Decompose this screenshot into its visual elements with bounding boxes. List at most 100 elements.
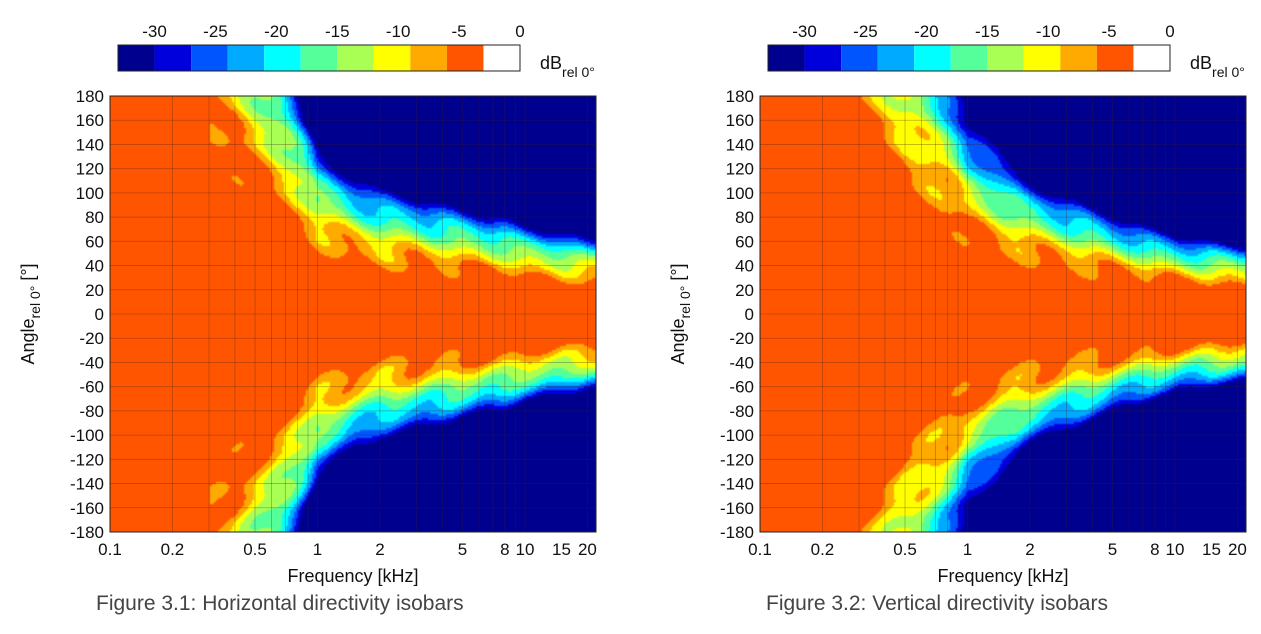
y-tick-label: -60 <box>729 378 754 397</box>
colorbar-label-sub: rel 0° <box>562 64 595 80</box>
isobar-heatmap <box>110 96 596 532</box>
y-tick-label: 120 <box>726 160 754 179</box>
y-axis-title: Anglerel 0° [°] <box>18 263 43 364</box>
colorbar-segment <box>191 45 228 71</box>
y-tick-label: 100 <box>76 184 104 203</box>
y-tick-label: -120 <box>70 450 104 469</box>
y-tick-label: -80 <box>729 402 754 421</box>
y-tick-label: 160 <box>76 111 104 130</box>
colorbar: -30 -25 -20 -15 -10 -5 0 dBrel 0° <box>767 22 1245 80</box>
colorbar-tick-label: 0 <box>1165 22 1174 41</box>
y-tick-label: 120 <box>76 160 104 179</box>
colorbar-segment <box>804 45 842 71</box>
y-tick-label: 20 <box>85 281 104 300</box>
x-axis-title: Frequency [kHz] <box>937 566 1068 586</box>
vertical-directivity-figure: 180 160 140 120 100 80 60 40 20 0 -20 -40 -60 -80 -100… <box>650 0 1261 634</box>
y-tick-label: 80 <box>85 208 104 227</box>
colorbar-segment <box>877 45 915 71</box>
y-axis-title-main: Angle <box>668 319 688 365</box>
figure-caption: Figure 3.2: Vertical directivity isobars <box>766 592 1108 615</box>
colorbar-label: dBrel 0° <box>1190 53 1245 80</box>
colorbar-label-sub: rel 0° <box>1212 64 1245 80</box>
y-axis-title: Anglerel 0° [°] <box>668 263 693 364</box>
y-tick-label: 60 <box>85 232 104 251</box>
x-tick-label: 1 <box>963 540 972 559</box>
x-tick-label: 20 <box>1228 540 1247 559</box>
colorbar-segment <box>950 45 988 71</box>
vertical-directivity-chart: 180160140120100806040200-20-40-60-80-100… <box>668 22 1247 586</box>
x-tick-label: 0.1 <box>748 540 772 559</box>
colorbar-segment <box>410 45 447 71</box>
colorbar-frame <box>117 44 521 72</box>
y-axis-title-unit: [°] <box>18 263 38 285</box>
y-axis-title-sub: rel 0° <box>27 286 43 319</box>
horizontal-directivity-chart: 180160140120100806040200-20-40-60-80-100… <box>18 22 597 586</box>
y-tick-label: 100 <box>726 184 754 203</box>
colorbar-label-main: dB <box>1190 53 1212 73</box>
x-tick-label: 0.5 <box>243 540 267 559</box>
x-tick-label: 2 <box>375 540 384 559</box>
y-tick-label: -20 <box>729 329 754 348</box>
x-tick-label: 5 <box>458 540 467 559</box>
colorbar-tick-label: -25 <box>203 22 228 41</box>
colorbar-tick-label: -15 <box>325 22 350 41</box>
x-tick-label: 15 <box>1202 540 1221 559</box>
y-tick-label: -180 <box>70 523 104 542</box>
y-tick-label: 180 <box>726 87 754 106</box>
colorbar-segment <box>987 45 1024 71</box>
y-tick-label: 40 <box>85 257 104 276</box>
y-tick-label: -140 <box>70 475 104 494</box>
colorbar-segment <box>154 45 192 71</box>
colorbar-segment <box>1023 45 1061 71</box>
isobar-heatmap <box>760 96 1246 532</box>
y-tick-label: 180 <box>76 87 104 106</box>
colorbar-tick-label: -30 <box>792 22 817 41</box>
colorbar-segment <box>1096 45 1134 71</box>
x-tick-label: 0.2 <box>161 540 185 559</box>
colorbar-label: dBrel 0° <box>540 53 595 80</box>
y-tick-label: -40 <box>729 353 754 372</box>
x-axis-title: Frequency [kHz] <box>287 566 418 586</box>
x-tick-label: 15 <box>552 540 571 559</box>
y-tick-label: -80 <box>79 402 104 421</box>
colorbar-tick-label: -5 <box>452 22 467 41</box>
y-tick-label: -40 <box>79 353 104 372</box>
y-tick-label: 40 <box>735 257 754 276</box>
y-axis-title-sub: rel 0° <box>677 286 693 319</box>
y-axis-title-main: Angle <box>18 319 38 365</box>
y-tick-label: -100 <box>720 426 754 445</box>
y-tick-label: -180 <box>720 523 754 542</box>
colorbar-tick-label: -10 <box>1036 22 1061 41</box>
figure-caption: Figure 3.1: Horizontal directivity isoba… <box>96 592 464 615</box>
y-tick-label: 80 <box>735 208 754 227</box>
colorbar-segment <box>446 45 484 71</box>
plot-frame <box>759 95 1247 533</box>
colorbar-segment <box>227 45 265 71</box>
x-tick-label: 2 <box>1025 540 1034 559</box>
colorbar-segment <box>1060 45 1097 71</box>
y-tick-label: -160 <box>70 499 104 518</box>
colorbar-label-main: dB <box>540 53 562 73</box>
y-tick-label: 160 <box>726 111 754 130</box>
colorbar-tick-label: -5 <box>1102 22 1117 41</box>
colorbar-segment <box>914 45 951 71</box>
x-tick-label: 10 <box>515 540 534 559</box>
colorbar-segment <box>768 45 805 71</box>
y-tick-label: 0 <box>95 305 104 324</box>
colorbar-segment <box>373 45 411 71</box>
x-tick-label: 0.5 <box>893 540 917 559</box>
colorbar-tick-label: -25 <box>853 22 878 41</box>
colorbar: -30 -25 -20 -15 -10 -5 0 dBrel 0° <box>117 22 595 80</box>
x-tick-label: 10 <box>1165 540 1184 559</box>
colorbar-tick-label: -20 <box>914 22 939 41</box>
colorbar-segment <box>264 45 301 71</box>
horizontal-directivity-figure: 180 160 140 120 100 80 60 40 20 0 -20 -40 -60 -80 -100… <box>0 0 620 634</box>
y-tick-label: -60 <box>79 378 104 397</box>
colorbar-tick-label: -10 <box>386 22 411 41</box>
colorbar-tick-label: -30 <box>142 22 167 41</box>
y-tick-label: -120 <box>720 450 754 469</box>
x-tick-label: 20 <box>578 540 597 559</box>
y-tick-label: -20 <box>79 329 104 348</box>
y-tick-label: 140 <box>726 135 754 154</box>
x-tick-label: 0.2 <box>811 540 835 559</box>
